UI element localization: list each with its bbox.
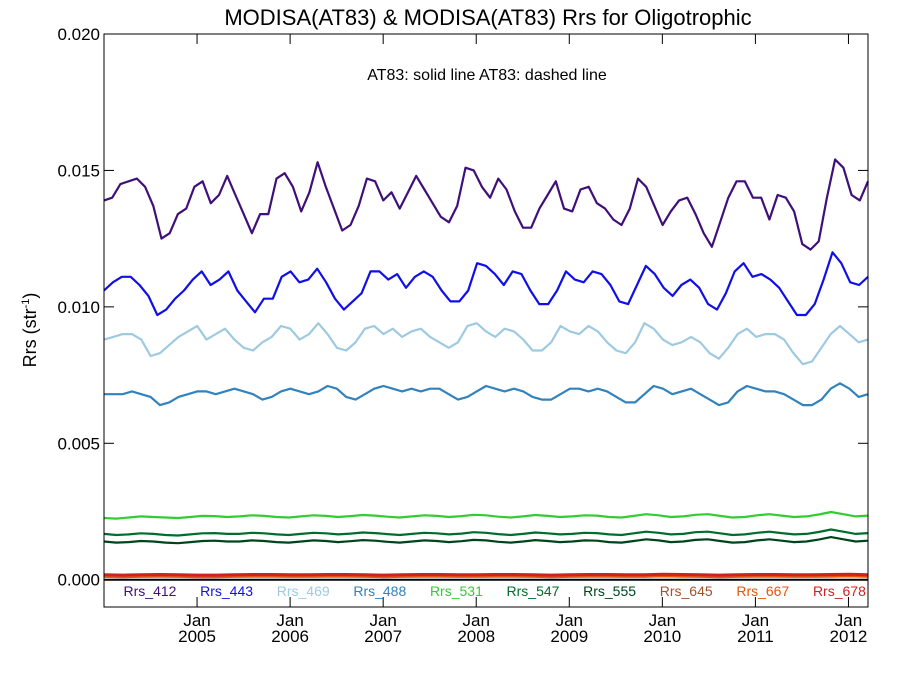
y-axis: 0.000 0.005 0.010 0.015 0.020 <box>57 25 868 590</box>
x-tick-label-year: 2011 <box>737 627 774 646</box>
x-tick-label-month: Jan <box>276 611 303 630</box>
x-tick-label-month: Jan <box>369 611 396 630</box>
series-line-rrs_547 <box>103 528 869 537</box>
y-tick-label: 0.015 <box>57 161 100 180</box>
series-line-rrs_555 <box>103 535 869 545</box>
x-tick-label-year: 2007 <box>364 627 402 646</box>
series-line-rrs_412 <box>103 158 870 251</box>
series-line-rrs_531 <box>103 510 869 520</box>
y-tick-label: 0.005 <box>57 434 100 453</box>
x-tick-label-year: 2005 <box>178 627 216 646</box>
x-tick-label-month: Jan <box>556 611 583 630</box>
x-tick-label-year: 2010 <box>643 627 681 646</box>
y-axis-label: Rrs (str-1) <box>20 293 40 368</box>
legend-item-rrs_547: Rrs_547 <box>507 583 560 599</box>
x-tick-label-year: 2012 <box>830 627 868 646</box>
legend-item-rrs_412: Rrs_412 <box>124 583 177 599</box>
x-tick-label-month: Jan <box>742 611 769 630</box>
x-axis: Jan2005Jan2006Jan2007Jan2008Jan2009Jan20… <box>178 34 867 646</box>
legend-item-rrs_678: Rrs_678 <box>813 583 866 599</box>
legend-item-rrs_667: Rrs_667 <box>736 583 789 599</box>
legend: Rrs_412 Rrs_443 Rrs_469 Rrs_488 Rrs_531 Rrs_5… <box>124 583 867 599</box>
y-axis-label-main: Rrs (str <box>20 308 40 367</box>
y-tick-label: 0.000 <box>57 571 100 590</box>
x-tick-label-month: Jan <box>649 611 676 630</box>
y-tick-label: 0.010 <box>57 298 100 317</box>
series-line-rrs_488 <box>104 382 869 407</box>
line-style-annotation: AT83: solid line AT83: dashed line <box>367 67 607 84</box>
series-line-rrs_667 <box>103 574 869 579</box>
x-tick-label-year: 2008 <box>457 627 495 646</box>
y-axis-label-superscript: -1 <box>20 299 32 309</box>
legend-item-rrs_531: Rrs_531 <box>430 583 483 599</box>
legend-item-rrs_555: Rrs_555 <box>583 583 636 599</box>
chart-title: MODISA(AT83) & MODISA(AT83) Rrs for Olig… <box>224 5 751 30</box>
x-tick-label-year: 2009 <box>550 627 588 646</box>
x-tick-label-month: Jan <box>835 611 862 630</box>
y-axis-label-close: ) <box>20 293 40 299</box>
y-tick-label: 0.020 <box>57 25 100 44</box>
legend-item-rrs_469: Rrs_469 <box>277 583 330 599</box>
x-tick-label-year: 2006 <box>271 627 309 646</box>
plot-frame <box>103 33 869 608</box>
legend-item-rrs_488: Rrs_488 <box>353 583 406 599</box>
plot-area <box>103 158 870 581</box>
series-line-rrs_469 <box>103 322 869 366</box>
x-tick-label-month: Jan <box>183 611 210 630</box>
legend-item-rrs_645: Rrs_645 <box>660 583 713 599</box>
x-tick-label-month: Jan <box>463 611 490 630</box>
series-line-rrs_678 <box>103 572 869 577</box>
series-line-rrs_443 <box>103 251 869 317</box>
legend-item-rrs_443: Rrs_443 <box>200 583 253 599</box>
